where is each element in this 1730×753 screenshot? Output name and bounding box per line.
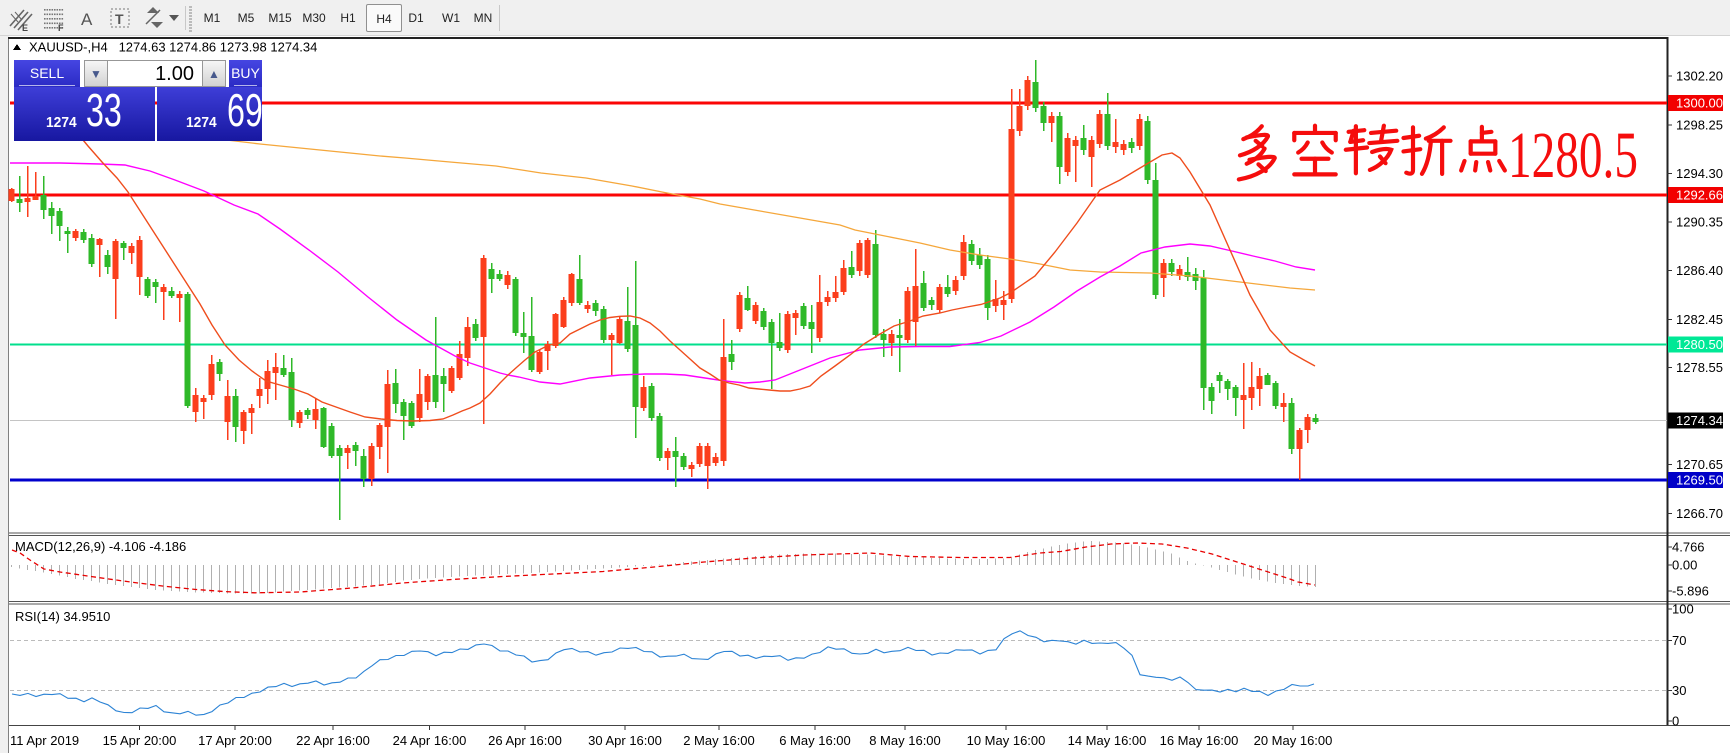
svg-text:F: F [58, 23, 64, 33]
svg-text:10 May 16:00: 10 May 16:00 [967, 733, 1046, 748]
svg-text:1286.40: 1286.40 [1676, 263, 1723, 278]
svg-text:30: 30 [1672, 683, 1686, 698]
svg-text:1292.66: 1292.66 [1676, 188, 1723, 203]
svg-text:MACD(12,26,9) -4.106 -4.186: MACD(12,26,9) -4.106 -4.186 [15, 539, 186, 554]
svg-text:-5.896: -5.896 [1672, 584, 1709, 599]
svg-text:1294.30: 1294.30 [1676, 166, 1723, 181]
svg-text:1290.35: 1290.35 [1676, 215, 1723, 230]
svg-text:1274.34: 1274.34 [1676, 413, 1723, 428]
svg-text:2 May 16:00: 2 May 16:00 [683, 733, 755, 748]
svg-text:11 Apr 2019: 11 Apr 2019 [10, 733, 79, 748]
svg-text:E: E [22, 23, 28, 33]
svg-text:4.766: 4.766 [1672, 540, 1705, 555]
svg-text:6 May 16:00: 6 May 16:00 [779, 733, 851, 748]
svg-text:20 May 16:00: 20 May 16:00 [1254, 733, 1333, 748]
svg-text:1280.5: 1280.5 [1508, 119, 1638, 192]
svg-text:1270.65: 1270.65 [1676, 457, 1723, 472]
svg-text:1302.20: 1302.20 [1676, 69, 1723, 84]
svg-text:RSI(14) 34.9510: RSI(14) 34.9510 [15, 609, 110, 624]
svg-text:1278.55: 1278.55 [1676, 360, 1723, 375]
svg-text:1269.50: 1269.50 [1676, 473, 1723, 488]
svg-text:A: A [81, 10, 93, 29]
svg-text:1282.45: 1282.45 [1676, 312, 1723, 327]
svg-text:70: 70 [1672, 633, 1686, 648]
svg-text:XAUUSD-,H4 1274.63 1274.86 1: XAUUSD-,H4 1274.63 1274.86 1273.98 1274.… [29, 40, 317, 55]
svg-text:14 May 16:00: 14 May 16:00 [1068, 733, 1147, 748]
svg-text:1266.70: 1266.70 [1676, 506, 1723, 521]
svg-text:1280.50: 1280.50 [1676, 337, 1723, 352]
svg-text:0: 0 [1672, 714, 1679, 729]
svg-text:24 Apr 16:00: 24 Apr 16:00 [393, 733, 467, 748]
svg-text:22 Apr 16:00: 22 Apr 16:00 [296, 733, 370, 748]
svg-text:0.00: 0.00 [1672, 558, 1697, 573]
svg-text:T: T [115, 11, 124, 27]
svg-text:17 Apr 20:00: 17 Apr 20:00 [198, 733, 272, 748]
svg-text:8 May 16:00: 8 May 16:00 [869, 733, 941, 748]
svg-text:1298.25: 1298.25 [1676, 118, 1723, 133]
svg-text:30 Apr 16:00: 30 Apr 16:00 [588, 733, 662, 748]
svg-text:1300.00: 1300.00 [1676, 96, 1723, 111]
svg-text:16 May 16:00: 16 May 16:00 [1160, 733, 1239, 748]
svg-text:26 Apr 16:00: 26 Apr 16:00 [488, 733, 562, 748]
svg-text:15 Apr 20:00: 15 Apr 20:00 [103, 733, 177, 748]
svg-text:100: 100 [1672, 602, 1694, 617]
